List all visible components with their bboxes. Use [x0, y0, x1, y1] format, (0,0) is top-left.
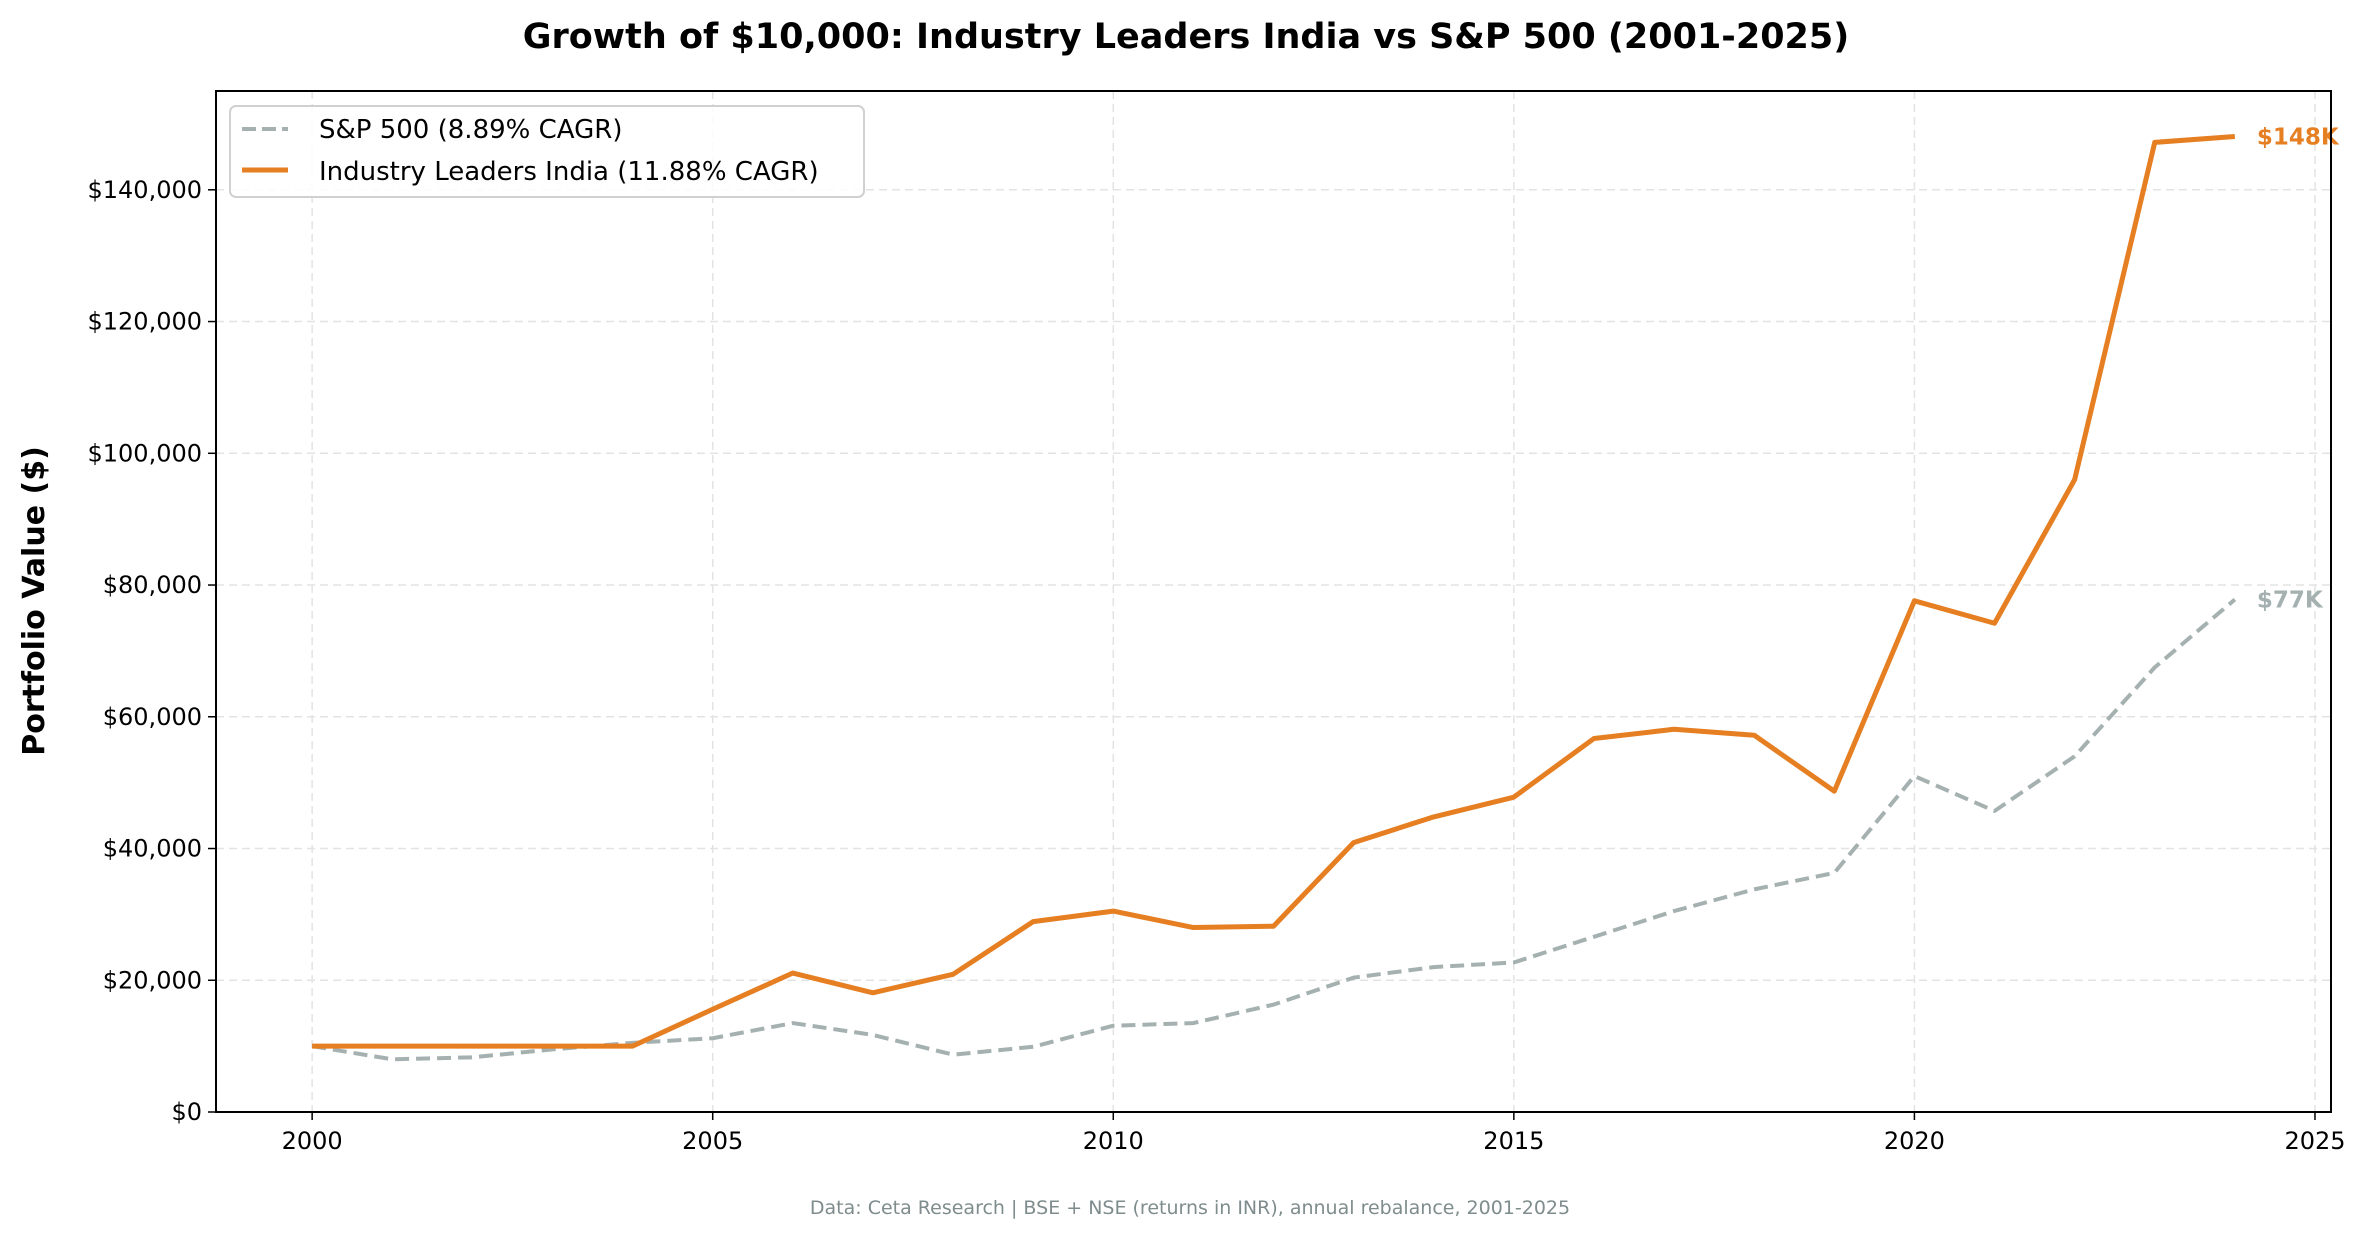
- series-line-india: [312, 133, 2236, 1049]
- y-tick-label: $0: [171, 1098, 202, 1126]
- plot-frame: [215, 90, 2332, 1113]
- x-tick-label: 2000: [282, 1127, 343, 1155]
- y-tick-label: $20,000: [103, 966, 202, 994]
- y-axis-label: Portfolio Value ($): [17, 446, 52, 756]
- y-tick-label: $100,000: [87, 439, 202, 467]
- series-line-sp500: [311, 597, 2237, 1062]
- x-tick-label: 2025: [2284, 1127, 2345, 1155]
- y-tick-label: $60,000: [103, 703, 202, 731]
- y-tick-label: $140,000: [87, 176, 202, 204]
- y-tick-label: $80,000: [103, 571, 202, 599]
- legend: S&P 500 (8.89% CAGR) Industry Leaders In…: [229, 105, 865, 198]
- x-tick-label: 2010: [1083, 1127, 1144, 1155]
- end-value-label: $148K: [2257, 124, 2340, 150]
- legend-label-india: Industry Leaders India (11.88% CAGR): [319, 157, 819, 187]
- x-tick-label: 2015: [1483, 1127, 1544, 1155]
- x-tick-label: 2005: [682, 1127, 743, 1155]
- chart-title: Growth of $10,000: Industry Leaders Indi…: [523, 17, 1850, 57]
- axis-ticks: 2000 2005 2010 2015 2020 2025 $0 $20,000 $40,000…: [87, 176, 2345, 1155]
- y-tick-label: $120,000: [87, 308, 202, 336]
- chart-footer: Data: Ceta Research | BSE + NSE (returns…: [810, 1197, 1570, 1219]
- x-tick-label: 2020: [1884, 1127, 1945, 1155]
- grid: [216, 91, 2331, 1112]
- end-value-label: $77K: [2257, 588, 2324, 614]
- series-lines: $77K $148K: [311, 124, 2340, 1062]
- legend-label-sp500: S&P 500 (8.89% CAGR): [319, 115, 622, 145]
- y-tick-label: $40,000: [103, 835, 202, 863]
